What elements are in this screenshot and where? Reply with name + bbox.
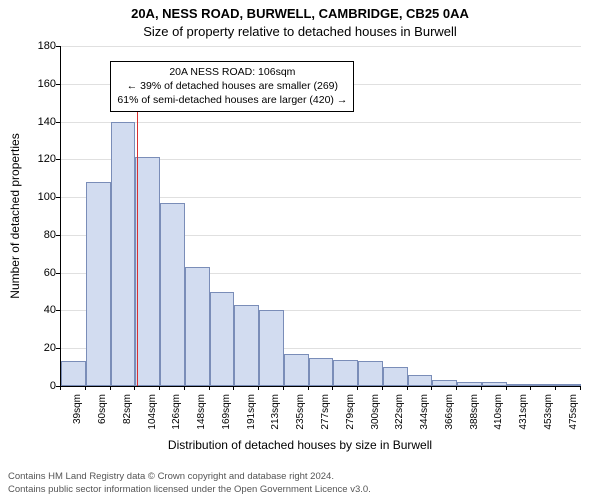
y-tick-label: 140	[20, 116, 56, 128]
y-tick-label: 160	[20, 78, 56, 90]
x-tick	[382, 386, 383, 390]
x-tick-label: 126sqm	[171, 394, 182, 438]
x-tick-label: 453sqm	[543, 394, 554, 438]
x-tick	[159, 386, 160, 390]
histogram-bar	[259, 310, 284, 386]
x-tick	[481, 386, 482, 390]
y-tick	[56, 273, 60, 274]
x-tick-label: 277sqm	[320, 394, 331, 438]
histogram-bar	[185, 267, 210, 386]
x-tick	[530, 386, 531, 390]
x-tick	[85, 386, 86, 390]
histogram-bar	[234, 305, 259, 386]
grid-line	[61, 46, 581, 47]
x-tick	[407, 386, 408, 390]
histogram-bar	[210, 292, 235, 386]
y-tick-label: 60	[20, 267, 56, 279]
x-tick	[308, 386, 309, 390]
y-tick-label: 180	[20, 40, 56, 52]
histogram-bar	[482, 382, 507, 386]
histogram-bar	[135, 157, 160, 386]
histogram-bar	[309, 358, 334, 386]
histogram-bar	[333, 360, 358, 386]
x-tick-label: 191sqm	[246, 394, 257, 438]
x-tick-label: 388sqm	[469, 394, 480, 438]
chart-container: 20A, NESS ROAD, BURWELL, CAMBRIDGE, CB25…	[0, 0, 600, 500]
grid-line	[61, 122, 581, 123]
x-tick	[431, 386, 432, 390]
x-tick	[184, 386, 185, 390]
x-tick-label: 475sqm	[568, 394, 579, 438]
chart-title-line2: Size of property relative to detached ho…	[0, 24, 600, 39]
x-tick-label: 410sqm	[493, 394, 504, 438]
x-tick-label: 60sqm	[97, 394, 108, 438]
y-tick	[56, 348, 60, 349]
annotation-line3: 61% of semi-detached houses are larger (…	[117, 93, 347, 107]
x-tick-label: 82sqm	[122, 394, 133, 438]
x-tick-label: 366sqm	[444, 394, 455, 438]
x-tick	[357, 386, 358, 390]
x-tick-label: 39sqm	[72, 394, 83, 438]
annotation-line2: ← 39% of detached houses are smaller (26…	[117, 79, 347, 93]
x-tick-label: 104sqm	[147, 394, 158, 438]
x-axis-label: Distribution of detached houses by size …	[0, 438, 600, 452]
y-tick-label: 120	[20, 153, 56, 165]
marker-line	[137, 112, 138, 386]
y-tick-label: 80	[20, 229, 56, 241]
y-tick	[56, 197, 60, 198]
histogram-bar	[61, 361, 86, 386]
y-tick	[56, 46, 60, 47]
x-tick	[110, 386, 111, 390]
histogram-bar	[383, 367, 408, 386]
x-tick-label: 235sqm	[295, 394, 306, 438]
y-tick-label: 0	[20, 380, 56, 392]
y-tick	[56, 84, 60, 85]
histogram-bar	[556, 384, 581, 386]
x-tick	[555, 386, 556, 390]
histogram-bar	[160, 203, 185, 386]
y-tick	[56, 310, 60, 311]
y-tick	[56, 235, 60, 236]
x-tick	[209, 386, 210, 390]
histogram-bar	[408, 375, 433, 386]
x-tick	[233, 386, 234, 390]
x-tick-label: 169sqm	[221, 394, 232, 438]
x-tick	[506, 386, 507, 390]
x-tick-label: 322sqm	[394, 394, 405, 438]
x-tick	[283, 386, 284, 390]
x-tick	[258, 386, 259, 390]
x-tick-label: 213sqm	[270, 394, 281, 438]
histogram-bar	[457, 382, 482, 386]
x-tick	[332, 386, 333, 390]
x-tick-label: 344sqm	[419, 394, 430, 438]
chart-title-line1: 20A, NESS ROAD, BURWELL, CAMBRIDGE, CB25…	[0, 6, 600, 21]
x-tick-label: 148sqm	[196, 394, 207, 438]
plot-area: 20A NESS ROAD: 106sqm← 39% of detached h…	[60, 46, 581, 387]
x-tick	[134, 386, 135, 390]
y-tick-label: 100	[20, 191, 56, 203]
y-tick	[56, 159, 60, 160]
x-tick	[456, 386, 457, 390]
annotation-line1: 20A NESS ROAD: 106sqm	[117, 65, 347, 79]
y-tick	[56, 122, 60, 123]
annotation-box: 20A NESS ROAD: 106sqm← 39% of detached h…	[110, 61, 354, 112]
histogram-bar	[358, 361, 383, 386]
histogram-bar	[531, 384, 556, 386]
footer-line1: Contains HM Land Registry data © Crown c…	[8, 471, 334, 482]
histogram-bar	[507, 384, 532, 386]
x-tick-label: 279sqm	[345, 394, 356, 438]
x-tick	[60, 386, 61, 390]
histogram-bar	[432, 380, 457, 386]
x-tick-label: 300sqm	[370, 394, 381, 438]
footer-line2: Contains public sector information licen…	[8, 484, 371, 495]
histogram-bar	[284, 354, 309, 386]
x-tick	[580, 386, 581, 390]
histogram-bar	[86, 182, 111, 386]
y-tick-label: 40	[20, 304, 56, 316]
histogram-bar	[111, 122, 136, 386]
x-tick-label: 431sqm	[518, 394, 529, 438]
y-tick-label: 20	[20, 342, 56, 354]
